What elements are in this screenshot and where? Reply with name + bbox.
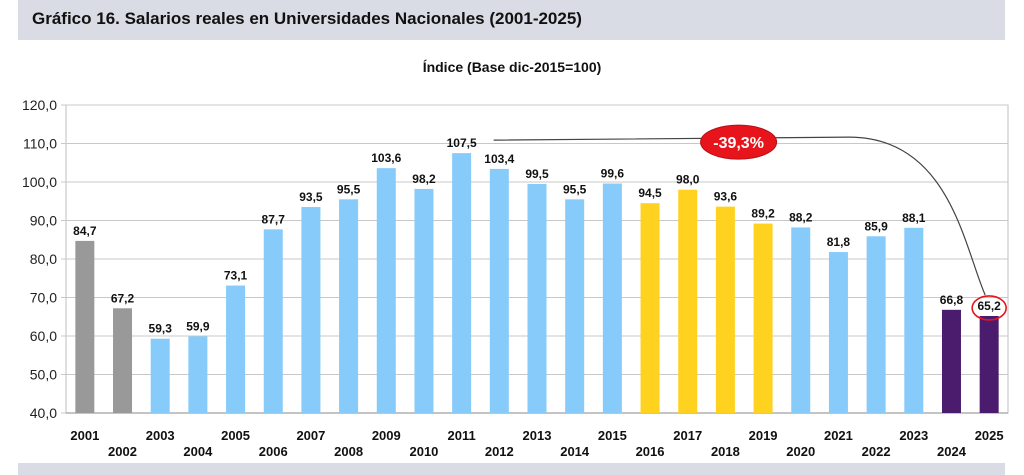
bar-2010 <box>414 188 434 413</box>
annotation-badge <box>700 124 778 160</box>
data-label-2005: 73,1 <box>224 269 248 283</box>
bar-2011 <box>452 153 472 413</box>
y-tick-label: 110,0 <box>23 136 57 152</box>
x-tick-label-2017: 2017 <box>673 428 702 443</box>
y-tick-label: 50,0 <box>30 367 57 383</box>
bar-2005 <box>226 285 246 413</box>
data-label-2014: 95,5 <box>563 182 587 196</box>
x-tick-label-2016: 2016 <box>636 444 665 459</box>
y-tick-label: 40,0 <box>30 405 57 421</box>
data-label-2013: 99,5 <box>525 167 549 181</box>
x-tick-label-2009: 2009 <box>372 428 401 443</box>
chart-title: Gráfico 16. Salarios reales en Universid… <box>32 9 582 28</box>
annotation-label: -39,3% <box>713 135 764 152</box>
x-tick-label-2019: 2019 <box>749 428 778 443</box>
bar-2008 <box>339 199 359 413</box>
bar-2019 <box>753 223 773 413</box>
x-tick-label-2007: 2007 <box>296 428 325 443</box>
data-label-2001: 84,7 <box>73 224 97 238</box>
data-label-2011: 107,5 <box>447 136 477 150</box>
bar-2006 <box>263 229 283 413</box>
x-tick-label-2025: 2025 <box>975 428 1004 443</box>
bar-2001 <box>75 240 95 413</box>
annotation-layer: -39,3% <box>493 124 1007 321</box>
x-tick-label-2012: 2012 <box>485 444 514 459</box>
x-tick-label-2021: 2021 <box>824 428 853 443</box>
data-label-2012: 103,4 <box>484 152 514 166</box>
data-label-2020: 88,2 <box>789 210 813 224</box>
bar-2009 <box>376 168 396 413</box>
y-tick-label: 70,0 <box>30 290 57 306</box>
bar-2013 <box>527 183 547 413</box>
bar-2021 <box>828 252 848 413</box>
y-tick-label: 80,0 <box>30 251 57 267</box>
data-label-2008: 95,5 <box>337 182 361 196</box>
data-label-2022: 85,9 <box>864 219 888 233</box>
data-label-2024: 66,8 <box>940 293 964 307</box>
bar-2025 <box>979 315 999 413</box>
data-label-2016: 94,5 <box>638 186 662 200</box>
data-label-2025: 65,2 <box>977 299 1001 313</box>
x-tick-label-2006: 2006 <box>259 444 288 459</box>
y-tick-label: 60,0 <box>30 328 57 344</box>
data-label-2009: 103,6 <box>371 151 401 165</box>
x-tick-label-2002: 2002 <box>108 444 137 459</box>
data-label-2002: 67,2 <box>111 291 135 305</box>
label-layer: 84,7 67,2 59,3 59,9 73,1 87,7 93,5 95,5 103,6 98,… <box>73 136 1001 336</box>
data-label-2006: 87,7 <box>262 212 286 226</box>
x-tick-label-2023: 2023 <box>899 428 928 443</box>
data-label-2007: 93,5 <box>299 190 323 204</box>
bar-2012 <box>489 168 509 413</box>
header-bar: Gráfico 16. Salarios reales en Universid… <box>18 0 1005 40</box>
y-tick-label: 120,0 <box>22 97 57 113</box>
x-tick-label-2003: 2003 <box>146 428 175 443</box>
bar-2024 <box>941 309 961 413</box>
data-label-2021: 81,8 <box>827 235 851 249</box>
x-tick-label-2004: 2004 <box>183 444 213 459</box>
bar-2014 <box>565 199 585 413</box>
footer-bar <box>18 463 1005 475</box>
x-tick-label-2024: 2024 <box>937 444 967 459</box>
x-tick-label-2020: 2020 <box>786 444 815 459</box>
bar-2015 <box>602 183 622 413</box>
bar-2022 <box>866 236 886 413</box>
chart-subtitle: Índice (Base dic-2015=100) <box>422 59 602 75</box>
data-label-2003: 59,3 <box>149 322 173 336</box>
axis-layer: 40,0 50,0 60,0 70,0 80,0 90,0 100,0 110,0 120,0 2… <box>22 97 1008 459</box>
data-label-2017: 98,0 <box>676 173 700 187</box>
bar-2002 <box>113 308 133 413</box>
y-tick-label: 100,0 <box>22 174 57 190</box>
data-label-2018: 93,6 <box>714 190 738 204</box>
bar-2007 <box>301 207 321 413</box>
annotation-curve <box>493 136 986 296</box>
x-tick-label-2014: 2014 <box>560 444 590 459</box>
bar-2017 <box>678 189 698 413</box>
bar-2004 <box>188 336 208 413</box>
data-label-2015: 99,6 <box>601 167 625 181</box>
x-tick-label-2022: 2022 <box>862 444 891 459</box>
bar-2016 <box>640 203 660 413</box>
data-label-2004: 59,9 <box>186 319 210 333</box>
highlight-circle <box>971 295 1007 321</box>
y-tick-label: 90,0 <box>30 213 57 229</box>
data-label-2010: 98,2 <box>412 172 436 186</box>
x-tick-label-2015: 2015 <box>598 428 627 443</box>
x-tick-label-2010: 2010 <box>409 444 438 459</box>
x-tick-label-2001: 2001 <box>70 428 99 443</box>
x-tick-label-2013: 2013 <box>523 428 552 443</box>
x-tick-label-2011: 2011 <box>448 428 476 443</box>
x-tick-label-2008: 2008 <box>334 444 363 459</box>
bar-layer <box>75 153 999 413</box>
x-tick-label-2018: 2018 <box>711 444 740 459</box>
x-tick-label-2005: 2005 <box>221 428 250 443</box>
bar-2023 <box>904 227 924 413</box>
bar-2003 <box>150 338 170 413</box>
data-label-2019: 89,2 <box>751 207 775 221</box>
data-label-2023: 88,1 <box>902 211 926 225</box>
bar-2020 <box>791 227 811 413</box>
bar-2018 <box>715 206 735 413</box>
